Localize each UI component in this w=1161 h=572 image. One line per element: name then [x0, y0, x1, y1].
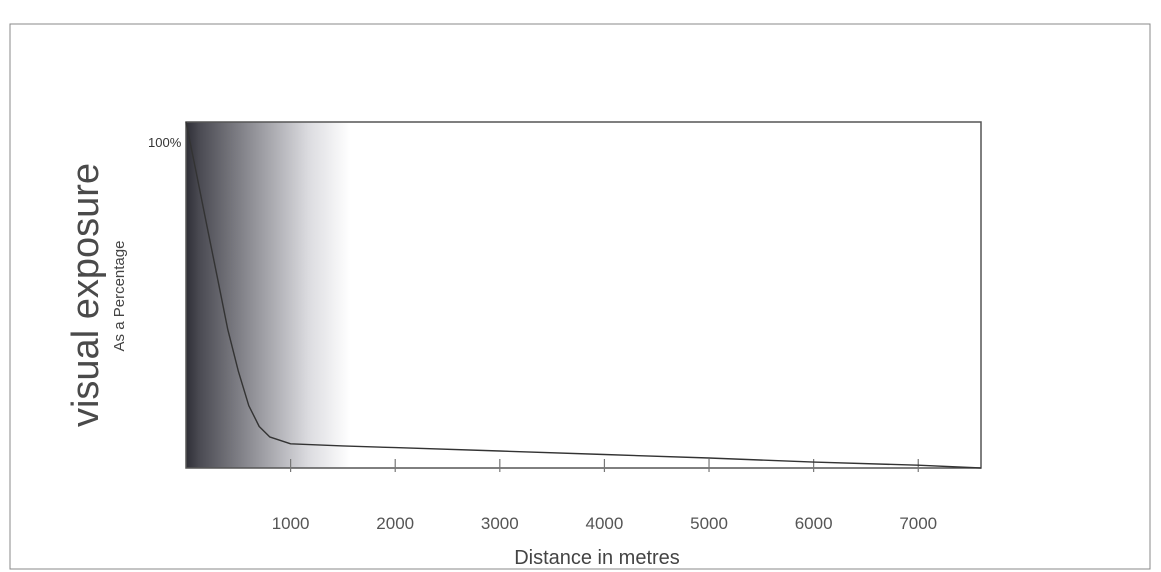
x-tick-label: 1000	[272, 514, 310, 533]
x-axis-title: Distance in metres	[514, 547, 680, 569]
figure-border	[9, 23, 1151, 570]
x-tick-label: 5000	[690, 514, 728, 533]
y-axis-title: visual exposure	[65, 163, 107, 427]
y-axis-subtitle: As a Percentage	[111, 241, 128, 352]
plot-frame	[185, 121, 982, 469]
exposure-curve	[185, 121, 982, 469]
y-tick-label: 100%	[148, 135, 182, 150]
x-tick-label: 4000	[586, 514, 624, 533]
marks-layer: 1000 2000 3000 4000 5000 6000 7000	[185, 121, 982, 533]
x-tick-label: 7000	[899, 514, 937, 533]
x-tick-label: 6000	[795, 514, 833, 533]
x-tick-label: 3000	[481, 514, 519, 533]
x-tick-label: 2000	[376, 514, 414, 533]
exposure-gradient-band	[186, 122, 350, 468]
